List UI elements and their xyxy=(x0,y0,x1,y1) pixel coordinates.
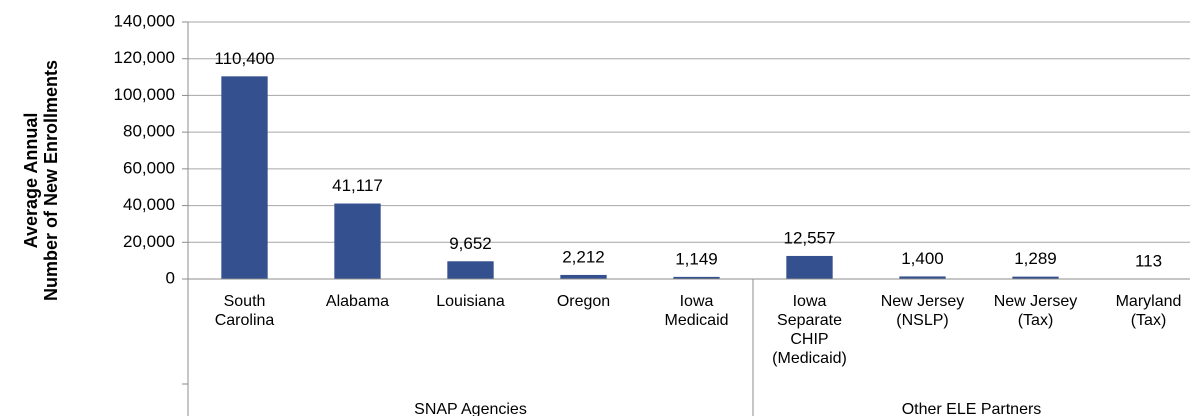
x-tick-label: Oregon xyxy=(557,293,610,310)
x-tick-label-line: Medicaid xyxy=(664,312,728,329)
data-label: 1,289 xyxy=(1014,249,1057,268)
bar xyxy=(221,76,268,279)
data-label: 1,149 xyxy=(675,249,718,268)
data-label: 113 xyxy=(1135,251,1162,270)
bar xyxy=(673,276,720,279)
x-tick-label-line: Louisiana xyxy=(436,293,505,310)
x-tick-label-line: Separate xyxy=(777,312,842,329)
x-tick-label: Alabama xyxy=(326,293,389,310)
x-tick-label-line: (Tax) xyxy=(1131,312,1167,329)
data-label: 9,652 xyxy=(449,234,492,253)
group-label: Other ELE Partners xyxy=(902,401,1042,416)
x-tick-label: Iowa Separate CHIP (Medicaid) xyxy=(772,293,847,367)
x-tick-label: Maryland (Tax) xyxy=(1116,293,1182,329)
y-tick-label: 80,000 xyxy=(123,122,175,141)
data-label: 12,557 xyxy=(784,228,836,247)
y-tick-label: 60,000 xyxy=(123,158,175,177)
data-label: 1,400 xyxy=(901,249,944,268)
x-tick-label-line: Oregon xyxy=(557,293,610,310)
bar xyxy=(899,276,946,279)
data-label: 41,117 xyxy=(332,176,383,195)
y-tick-label: 20,000 xyxy=(123,232,175,251)
x-tick-label: New Jersey (Tax) xyxy=(994,293,1078,329)
x-tick-label-line: New Jersey xyxy=(881,293,965,310)
x-tick-label-line: CHIP xyxy=(790,331,828,348)
bar xyxy=(786,255,833,279)
x-tick-label-line: (Tax) xyxy=(1018,312,1054,329)
group-label: SNAP Agencies xyxy=(414,401,527,416)
y-axis-title: Average Annual xyxy=(21,113,41,249)
bar xyxy=(447,261,494,279)
y-tick-label: 40,000 xyxy=(123,195,175,214)
x-tick-label-line: South xyxy=(224,293,266,310)
x-tick-label-line: Carolina xyxy=(215,312,275,329)
data-label: 2,212 xyxy=(562,247,605,266)
x-tick-label-line: Iowa xyxy=(793,293,827,310)
bar xyxy=(560,274,607,279)
x-tick-label-line: Alabama xyxy=(326,293,389,310)
y-axis-title: Number of New Enrollments xyxy=(41,60,61,301)
x-tick-label: Louisiana xyxy=(436,293,505,310)
y-tick-label: 100,000 xyxy=(114,85,175,104)
x-tick-label: Iowa Medicaid xyxy=(664,293,728,329)
x-tick-label-line: Maryland xyxy=(1116,293,1182,310)
x-tick-label-line: (NSLP) xyxy=(896,312,948,329)
y-tick-label: 140,000 xyxy=(114,11,175,30)
x-tick-label: New Jersey (NSLP) xyxy=(881,293,965,329)
bar xyxy=(334,203,381,279)
data-label: 110,400 xyxy=(214,49,274,68)
x-tick-label-line: Iowa xyxy=(680,293,714,310)
y-tick-label: 120,000 xyxy=(114,48,175,67)
x-tick-label-line: New Jersey xyxy=(994,293,1078,310)
bar xyxy=(1012,276,1059,279)
x-tick-label-line: (Medicaid) xyxy=(772,350,847,367)
x-tick-label: South Carolina xyxy=(215,293,275,329)
y-tick-label: 0 xyxy=(166,268,175,287)
